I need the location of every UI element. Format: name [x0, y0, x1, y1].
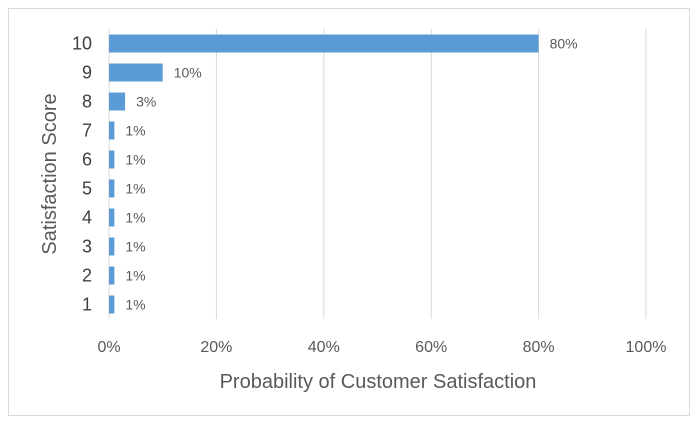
data-label-5: 1% — [125, 181, 145, 197]
bar-6 — [109, 150, 115, 169]
y-tick-label-4: 4 — [82, 208, 92, 228]
y-tick-label-10: 10 — [72, 34, 92, 54]
y-tick-label-5: 5 — [82, 179, 92, 199]
bar-3 — [109, 237, 115, 256]
x-tick-label-1: 20% — [200, 339, 232, 356]
x-tick-label-2: 40% — [308, 339, 340, 356]
data-label-4: 1% — [125, 210, 145, 226]
bar-4 — [109, 208, 115, 227]
data-label-8: 3% — [136, 94, 156, 110]
x-tick-label-4: 80% — [523, 339, 555, 356]
data-label-2: 1% — [125, 268, 145, 284]
data-label-3: 1% — [125, 239, 145, 255]
y-axis-title: Satisfaction Score — [39, 93, 61, 254]
data-labels: 1% 1% 1% 1% 1% 1% 1% 3% 10% 80% — [125, 36, 577, 313]
y-axis-ticks: 1 2 3 4 5 6 7 8 9 10 — [72, 34, 92, 315]
bars — [109, 34, 539, 314]
y-tick-label-2: 2 — [82, 266, 92, 286]
y-tick-label-1: 1 — [82, 295, 92, 315]
data-label-1: 1% — [125, 297, 145, 313]
x-tick-label-3: 60% — [415, 339, 447, 356]
bar-5 — [109, 179, 115, 198]
y-tick-label-6: 6 — [82, 150, 92, 170]
bar-10 — [109, 34, 539, 53]
y-tick-label-3: 3 — [82, 237, 92, 257]
x-tick-label-0: 0% — [97, 339, 120, 356]
bar-1 — [109, 295, 115, 314]
data-label-10: 80% — [550, 36, 578, 52]
x-axis-ticks: 0% 20% 40% 60% 80% 100% — [97, 339, 666, 356]
y-tick-label-8: 8 — [82, 92, 92, 112]
y-tick-label-7: 7 — [82, 121, 92, 141]
x-axis-title: Probability of Customer Satisfaction — [220, 371, 537, 393]
bar-7 — [109, 121, 115, 140]
data-label-9: 10% — [174, 65, 202, 81]
bar-9 — [109, 63, 163, 82]
data-label-6: 1% — [125, 152, 145, 168]
y-tick-label-9: 9 — [82, 63, 92, 83]
bar-8 — [109, 92, 126, 111]
x-tick-label-5: 100% — [626, 339, 667, 356]
data-label-7: 1% — [125, 123, 145, 139]
bar-2 — [109, 266, 115, 285]
